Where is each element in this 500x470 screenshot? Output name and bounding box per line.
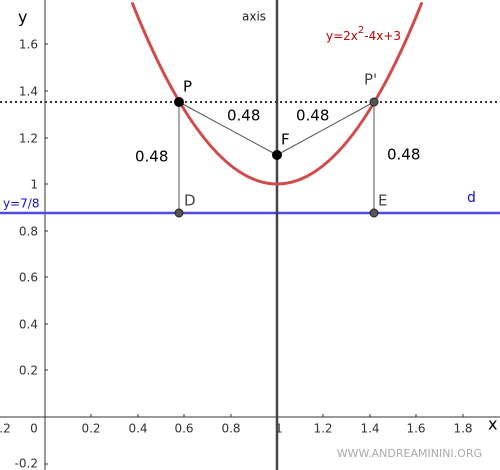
directrix-equation: y=7/8 xyxy=(3,197,39,211)
y-tick-label: 0.6 xyxy=(19,271,38,285)
directrix-name: d xyxy=(467,190,476,206)
label-d: D xyxy=(184,192,196,210)
point-p xyxy=(174,97,184,107)
segments xyxy=(178,101,375,213)
x-tick-label: 1.2 xyxy=(313,422,332,436)
distance-label: 0.48 xyxy=(387,146,420,164)
x-tick-label: 1.8 xyxy=(453,422,472,436)
y-tick-labels: 1.6 1.4 1.2 1 0.8 0.6 0.4 0.2 -0.2 xyxy=(15,38,38,470)
x-tick-labels: -0.2 0 0.2 0.4 0.6 0.8 1 1.2 1.4 1.6 1.8 xyxy=(0,422,473,436)
distance-label: 0.48 xyxy=(135,148,168,166)
x-tick-label: 0.6 xyxy=(174,422,193,436)
x-axis-label: x xyxy=(488,415,497,434)
point-f xyxy=(272,150,282,160)
y-tick-label: 0.2 xyxy=(19,364,38,378)
x-tick-label: 0.2 xyxy=(81,422,100,436)
x-tick-label: 0.4 xyxy=(128,422,147,436)
label-p-prime: P' xyxy=(364,71,377,89)
x-tick-label: 1.6 xyxy=(406,422,425,436)
y-tick-label: 1.2 xyxy=(19,132,38,146)
y-tick-label: 1 xyxy=(30,178,38,192)
y-tick-label: 1.4 xyxy=(19,85,38,99)
label-e: E xyxy=(378,192,387,210)
y-axis-label: y xyxy=(18,8,27,27)
x-tick-label: -0.2 xyxy=(0,422,11,436)
label-f: F xyxy=(281,131,290,149)
equation-exponent: 2 xyxy=(358,25,364,36)
point-e xyxy=(369,208,379,218)
parabola-equation: y=2x2-4x+3 xyxy=(326,25,401,43)
distance-label: 0.48 xyxy=(296,107,329,125)
distance-label: 0.48 xyxy=(227,107,260,125)
point-p-prime xyxy=(369,97,379,107)
parabola xyxy=(130,1,424,186)
x-tick-label: 0 xyxy=(30,422,38,436)
y-tick-label: 0.4 xyxy=(19,318,38,332)
equation-base: y=2x xyxy=(326,29,358,43)
x-tick-label: 1 xyxy=(275,422,283,436)
point-d xyxy=(174,208,184,218)
y-tick-label: 1.6 xyxy=(19,38,38,52)
symmetry-axis-label: axis xyxy=(242,10,266,24)
x-tick-label: 0.8 xyxy=(221,422,240,436)
equation-rest: -4x+3 xyxy=(364,29,401,43)
label-p: P xyxy=(183,78,192,96)
watermark: WWW.ANDREAMININI.ORG xyxy=(337,447,482,460)
x-tick-label: 1.4 xyxy=(360,422,379,436)
y-ticks xyxy=(45,43,48,465)
y-tick-label: 0.8 xyxy=(19,225,38,239)
y-tick-label: -0.2 xyxy=(15,457,38,470)
